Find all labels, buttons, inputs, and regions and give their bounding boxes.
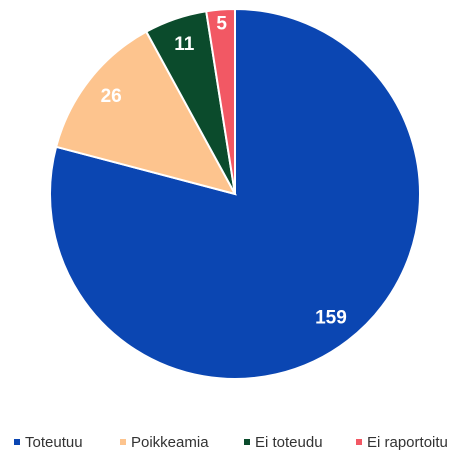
legend-label: Poikkeamia <box>131 434 209 451</box>
data-label: 5 <box>216 13 227 34</box>
legend-marker <box>244 439 250 445</box>
data-label: 11 <box>174 34 195 55</box>
legend-label: Ei raportoitu <box>367 434 448 451</box>
legend-label: Toteutuu <box>25 434 83 451</box>
data-label: 26 <box>101 86 122 107</box>
legend-label: Ei toteudu <box>255 434 323 451</box>
legend-marker <box>356 439 362 445</box>
legend-marker <box>14 439 20 445</box>
pie-slice <box>54 30 237 196</box>
legend-marker <box>120 439 126 445</box>
data-label: 159 <box>315 308 347 329</box>
pie-slice <box>205 7 236 195</box>
